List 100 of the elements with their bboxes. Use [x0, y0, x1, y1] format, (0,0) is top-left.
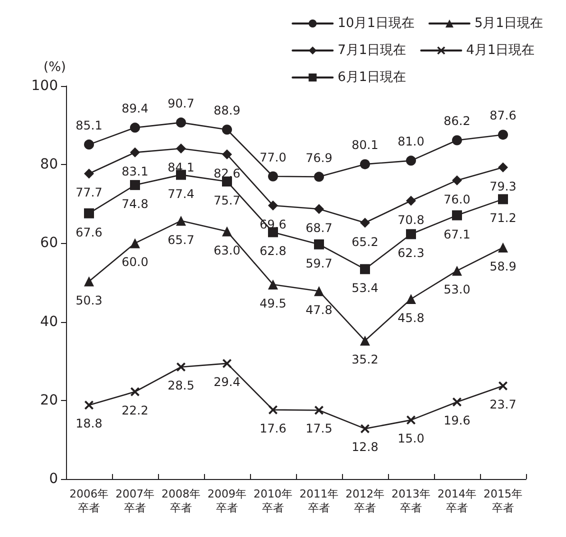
point [268, 405, 278, 414]
x-tick-label: 2015年卒者 [484, 488, 522, 514]
data-label: 62.3 [398, 246, 424, 260]
point [314, 406, 324, 415]
point [406, 416, 416, 425]
data-label: 15.0 [398, 432, 424, 446]
x-tick-label: 2012年卒者 [346, 488, 384, 514]
data-label: 17.6 [260, 421, 286, 436]
data-label: 22.2 [122, 403, 148, 418]
point [452, 175, 462, 186]
data-label: 65.2 [352, 234, 378, 249]
data-label: 60.0 [122, 255, 148, 270]
point [314, 286, 324, 296]
data-label: 53.0 [444, 282, 470, 297]
point [406, 294, 416, 304]
point [452, 210, 462, 220]
data-label: 68.7 [306, 221, 332, 236]
point [498, 242, 508, 253]
data-label: 53.4 [352, 281, 378, 296]
y-tick-label: 0 [49, 471, 58, 487]
x-tick-label: 2007年卒者 [116, 488, 154, 514]
data-label: 35.2 [352, 352, 378, 367]
data-label: 87.6 [490, 108, 516, 123]
data-label: 58.9 [490, 260, 516, 274]
point [176, 118, 186, 128]
data-label: 63.0 [214, 243, 240, 258]
point [268, 171, 278, 182]
point [222, 226, 232, 236]
point [360, 159, 370, 170]
point [84, 276, 94, 286]
point [452, 266, 462, 276]
point [452, 397, 462, 406]
data-label: 76.9 [306, 150, 332, 165]
point [84, 140, 94, 150]
data-label: 88.9 [214, 104, 240, 118]
point [268, 279, 278, 290]
legend-label: 10月1日現在 [338, 16, 414, 31]
data-label: 71.2 [490, 211, 516, 226]
data-label: 76.0 [444, 192, 470, 206]
y-axis-title: (%) [44, 60, 66, 75]
y-tick-label: 20 [40, 392, 58, 408]
point [406, 156, 416, 166]
point [84, 400, 94, 410]
data-label: 47.8 [306, 303, 332, 318]
y-tick-label: 40 [40, 314, 58, 330]
point [360, 218, 370, 228]
data-label: 70.8 [398, 212, 424, 227]
point [498, 162, 508, 172]
point [176, 362, 186, 372]
point [498, 130, 508, 140]
data-label: 17.5 [306, 422, 332, 436]
legend-label: 7月1日現在 [338, 43, 406, 58]
data-label: 81.0 [398, 134, 424, 149]
point [406, 229, 416, 240]
x-tick-label: 2013年卒者 [392, 488, 430, 514]
point [360, 264, 370, 274]
point [176, 216, 186, 226]
data-label: 67.1 [444, 227, 470, 242]
point [222, 149, 232, 160]
point [498, 381, 508, 390]
point [84, 168, 94, 179]
data-label: 28.5 [168, 378, 194, 392]
point [130, 238, 140, 248]
point [176, 143, 186, 154]
point [406, 196, 416, 206]
point [314, 172, 324, 182]
x-tick-label: 2014年卒者 [438, 488, 476, 514]
y-tick-label: 80 [40, 156, 58, 173]
x-tick-label: 2009年卒者 [208, 488, 246, 514]
data-label: 65.7 [168, 232, 194, 247]
data-label: 12.8 [352, 440, 378, 454]
legend-label: 4月1日現在 [466, 43, 535, 58]
data-label: 80.1 [352, 138, 378, 152]
legend-label: 6月1日現在 [338, 70, 406, 85]
point [452, 135, 462, 146]
point [498, 194, 508, 204]
data-label: 89.4 [122, 102, 148, 116]
data-label: 77.4 [168, 186, 194, 201]
data-label: 50.3 [76, 293, 102, 308]
point [314, 239, 324, 250]
data-label: 86.2 [444, 114, 470, 128]
data-label: 85.1 [76, 118, 102, 133]
x-tick-label: 2008年卒者 [162, 488, 200, 514]
point [360, 424, 370, 434]
data-label: 74.8 [122, 197, 148, 212]
data-label: 83.1 [122, 164, 148, 178]
point [130, 180, 140, 190]
point [130, 122, 140, 133]
x-tick-label: 2006年卒者 [70, 488, 108, 514]
point [360, 336, 370, 346]
data-label: 19.6 [444, 413, 470, 428]
point [84, 208, 94, 218]
data-label: 29.4 [214, 374, 240, 389]
data-label: 49.5 [260, 296, 286, 310]
data-label: 59.7 [306, 256, 332, 270]
point [130, 387, 140, 396]
data-label: 77.7 [76, 186, 102, 200]
data-label: 62.8 [260, 244, 286, 258]
x-tick-label: 2010年卒者 [254, 488, 292, 514]
data-label: 79.3 [490, 179, 516, 194]
